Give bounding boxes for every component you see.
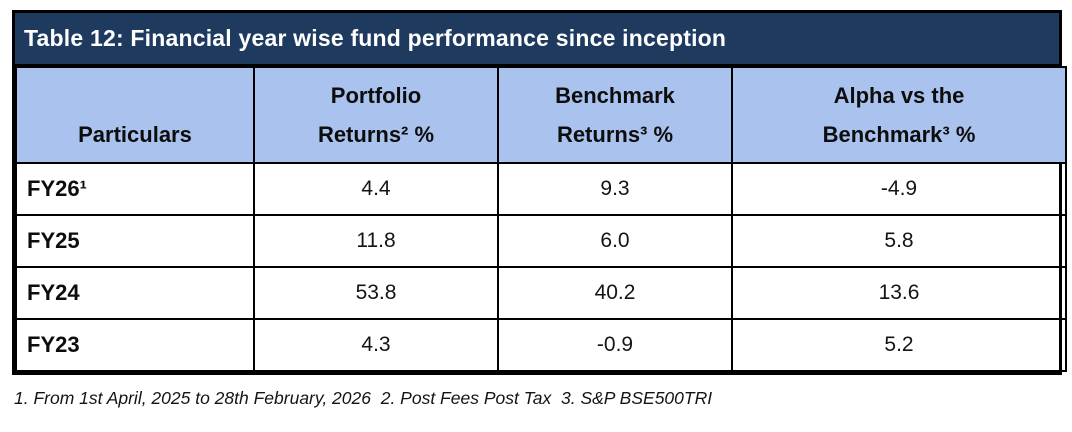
header-line1 — [17, 76, 253, 115]
table-row: FY24 53.8 40.2 13.6 — [15, 266, 1067, 320]
portfolio-return-value: 53.8 — [253, 266, 499, 320]
data-table: Particulars Portfolio Returns² % Benchma… — [15, 66, 1067, 372]
portfolio-return-value: 4.3 — [253, 318, 499, 372]
benchmark-return-value: 40.2 — [497, 266, 733, 320]
header-row: Particulars Portfolio Returns² % Benchma… — [15, 66, 1067, 164]
header-line2: Returns² % — [317, 122, 435, 147]
portfolio-return-value: 11.8 — [253, 214, 499, 268]
fund-performance-table: Table 12: Financial year wise fund perfo… — [12, 10, 1067, 375]
benchmark-return-value: 6.0 — [497, 214, 733, 268]
column-header-alpha: Alpha vs the Benchmark³ % — [731, 66, 1067, 164]
header-line2: Particulars — [78, 122, 192, 147]
alpha-value: 5.2 — [731, 318, 1067, 372]
row-label: FY24 — [15, 266, 255, 320]
row-label: FY23 — [15, 318, 255, 372]
header-line1: Portfolio — [330, 83, 422, 108]
table-footnote: 1. From 1st April, 2025 to 28th February… — [14, 388, 713, 408]
alpha-value: 13.6 — [731, 266, 1067, 320]
benchmark-return-value: -0.9 — [497, 318, 733, 372]
header-line2: Returns³ % — [556, 122, 674, 147]
row-label: FY25 — [15, 214, 255, 268]
header-line2: Benchmark³ % — [822, 122, 976, 147]
column-header-portfolio-returns: Portfolio Returns² % — [253, 66, 499, 164]
alpha-value: 5.8 — [731, 214, 1067, 268]
row-label: FY26¹ — [15, 162, 255, 216]
table-row: FY25 11.8 6.0 5.8 — [15, 214, 1067, 268]
table-row: FY23 4.3 -0.9 5.2 — [15, 318, 1067, 372]
alpha-value: -4.9 — [731, 162, 1067, 216]
header-line1: Alpha vs the — [833, 83, 965, 108]
table-title: Table 12: Financial year wise fund perfo… — [24, 25, 727, 51]
portfolio-return-value: 4.4 — [253, 162, 499, 216]
header-line1: Benchmark — [555, 83, 675, 108]
column-header-benchmark-returns: Benchmark Returns³ % — [497, 66, 733, 164]
column-header-particulars: Particulars — [15, 66, 255, 164]
table-title-bar: Table 12: Financial year wise fund perfo… — [15, 13, 1059, 66]
benchmark-return-value: 9.3 — [497, 162, 733, 216]
table-row: FY26¹ 4.4 9.3 -4.9 — [15, 162, 1067, 216]
